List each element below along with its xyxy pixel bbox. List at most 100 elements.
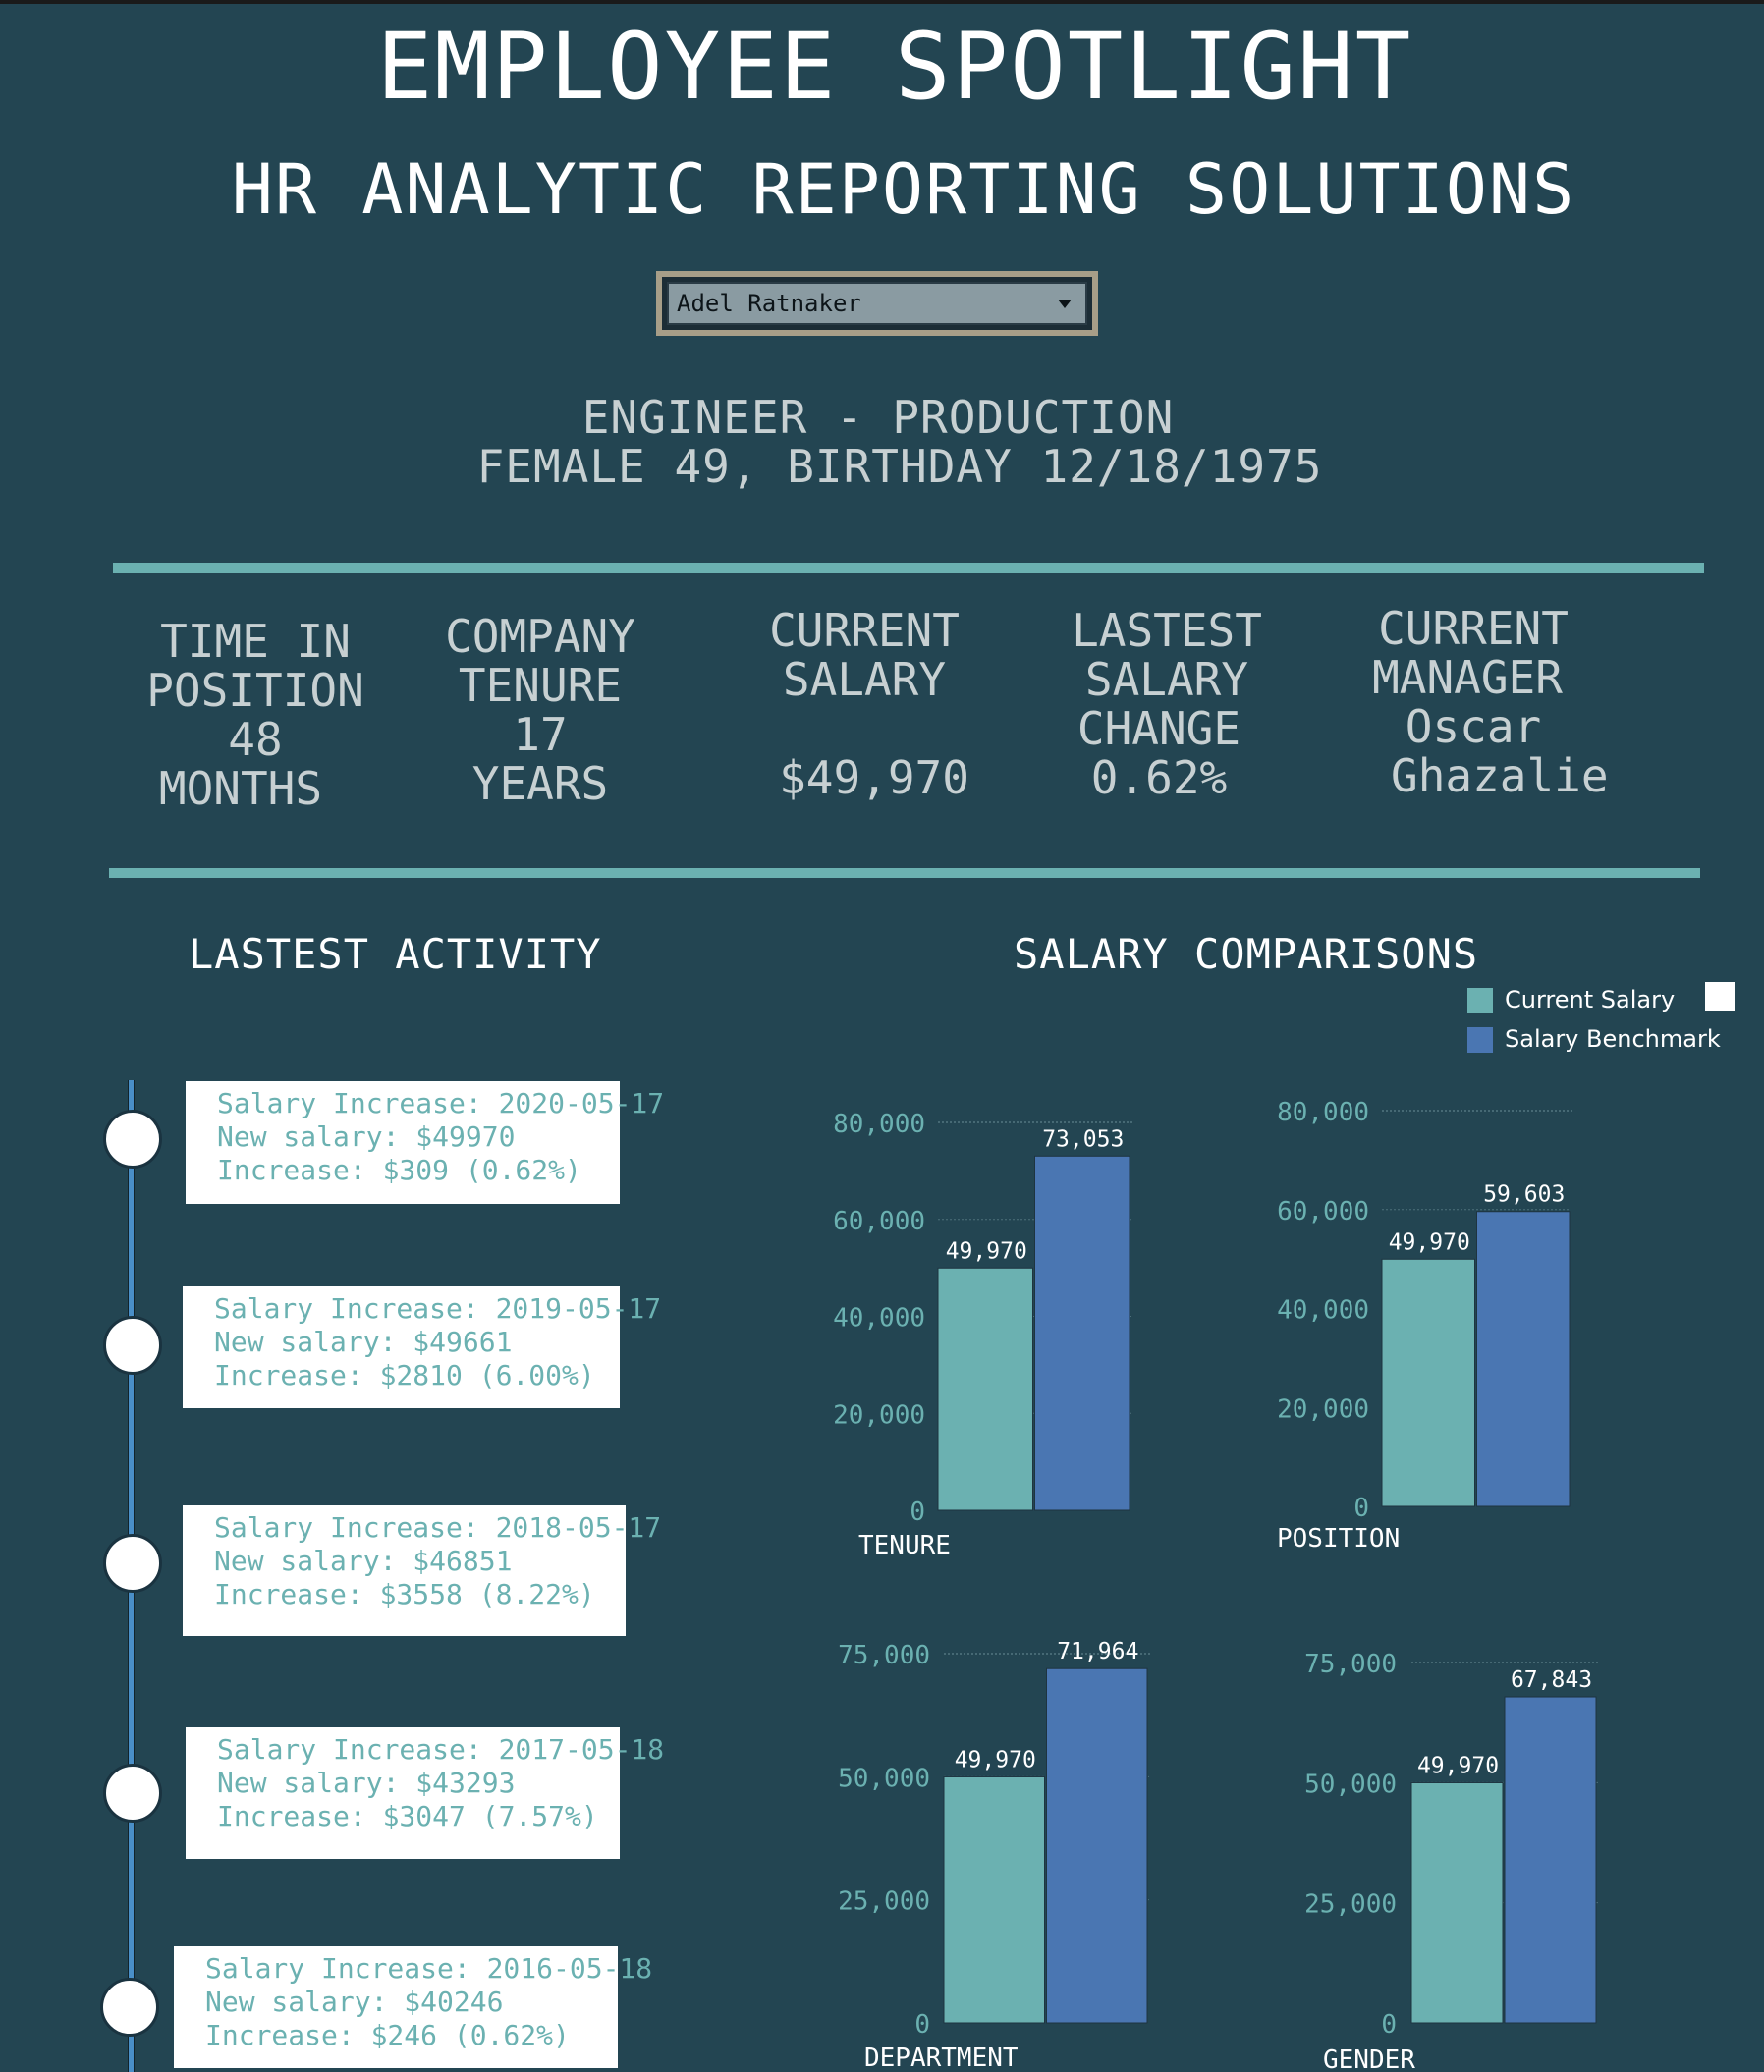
y-tick-label: 80,000 [833, 1110, 925, 1139]
page-title: EMPLOYEE SPOTLIGHT [376, 14, 1413, 121]
legend-label-current[interactable]: Current Salary [1505, 986, 1676, 1013]
bar-value-label: 49,970 [1417, 1753, 1499, 1778]
y-tick-label: 75,000 [838, 1641, 930, 1670]
y-tick-label: 0 [1381, 2010, 1397, 2040]
y-tick-label: 50,000 [838, 1764, 930, 1793]
y-tick-label: 20,000 [833, 1400, 925, 1430]
activity-line: Increase: $2810 (6.00%) [214, 1359, 595, 1391]
activity-line: Salary Increase: 2018-05-17 [214, 1511, 662, 1544]
kpi-company-tenure: COMPANY TENURE 17 YEARS [422, 612, 658, 808]
kpi-line: MANAGER [1372, 651, 1563, 704]
timeline-dot [103, 1764, 162, 1823]
y-tick-label: 40,000 [833, 1304, 925, 1334]
activity-card: Salary Increase: 2020-05-17 New salary: … [186, 1081, 664, 1204]
kpi-line: YEARS [471, 757, 609, 810]
activity-line: Increase: $3558 (8.22%) [214, 1578, 595, 1610]
page-subtitle: HR ANALYTIC REPORTING SOLUTIONS [231, 149, 1576, 230]
divider-top [113, 563, 1704, 573]
activity-card: Salary Increase: 2017-05-18 New salary: … [186, 1727, 664, 1859]
comparisons-section-title: SALARY COMPARISONS [1014, 930, 1479, 978]
job-title: ENGINEER - PRODUCTION [581, 391, 1175, 444]
employee-select-value: Adel Ratnaker [677, 290, 861, 317]
legend-highlight-box[interactable] [1705, 982, 1735, 1011]
timeline-dot [100, 1978, 159, 2037]
activity-line: New salary: $43293 [217, 1767, 516, 1799]
bar-current-salary [1381, 1258, 1475, 1507]
y-tick-label: 40,000 [1277, 1296, 1369, 1326]
dropdown-caret-icon[interactable] [1058, 300, 1072, 308]
kpi-line: CHANGE [1076, 702, 1241, 755]
employee-demographics: FEMALE 49, BIRTHDAY 12/18/1975 [476, 440, 1323, 493]
bar-value-label: 67,843 [1511, 1667, 1592, 1693]
bar-current-salary [1410, 1781, 1504, 2024]
activity-line: Increase: $246 (0.62%) [205, 2019, 570, 2051]
bar-value-label: 73,053 [1042, 1126, 1124, 1152]
y-tick-label: 25,000 [838, 1887, 930, 1917]
activity-line: Increase: $3047 (7.57%) [217, 1800, 598, 1832]
activity-line: New salary: $49970 [217, 1120, 516, 1153]
bar-value-label: 59,603 [1483, 1182, 1565, 1208]
kpi-line: CURRENT [769, 604, 960, 657]
kpi-line: 48 [228, 713, 283, 766]
kpi-line: TIME IN [160, 615, 351, 668]
kpi-line: 17 [513, 708, 568, 761]
kpi-current-salary: CURRENT SALARY $49,970 [746, 606, 982, 802]
kpi-line: COMPANY [445, 610, 635, 663]
bar-salary-benchmark [1046, 1667, 1148, 2024]
activity-card: Salary Increase: 2018-05-17 New salary: … [183, 1505, 662, 1636]
activity-line: Salary Increase: 2016-05-18 [205, 1952, 653, 1985]
chart-category-label: DEPARTMENT [864, 2044, 1019, 2072]
timeline-dot [103, 1110, 162, 1169]
chart-category-label: POSITION [1277, 1524, 1400, 1554]
kpi-line: Oscar [1405, 700, 1542, 753]
legend-label-benchmark[interactable]: Salary Benchmark [1505, 1025, 1721, 1053]
kpi-line: $49,970 [779, 751, 969, 804]
activity-card: Salary Increase: 2016-05-18 New salary: … [174, 1946, 653, 2068]
y-tick-label: 25,000 [1304, 1890, 1397, 1920]
kpi-line: MONTHS [158, 762, 323, 815]
bar-salary-benchmark [1476, 1211, 1571, 1507]
bar-value-label: 49,970 [1389, 1229, 1470, 1255]
kpi-latest-salary-change: LASTEST SALARY CHANGE 0.62% [1041, 606, 1277, 802]
chart-category-label: GENDER [1323, 2045, 1415, 2072]
kpi-line: TENURE [458, 659, 623, 712]
kpi-line: Ghazalie [1391, 749, 1609, 802]
bar-value-label: 71,964 [1057, 1639, 1138, 1664]
activity-line: New salary: $46851 [214, 1545, 513, 1577]
kpi-time-in-position: TIME IN POSITION 48 MONTHS [138, 617, 373, 813]
kpi-line: LASTEST [1072, 604, 1262, 657]
kpi-line: POSITION [146, 664, 364, 717]
employee-select[interactable]: Adel Ratnaker [656, 271, 1098, 336]
legend-swatch-benchmark[interactable] [1467, 1027, 1493, 1053]
y-tick-label: 0 [910, 1498, 925, 1527]
employee-select-box[interactable]: Adel Ratnaker [667, 282, 1087, 325]
timeline-dot [103, 1316, 162, 1375]
y-tick-label: 0 [1353, 1494, 1369, 1523]
kpi-current-manager: CURRENT MANAGER Oscar Ghazalie [1355, 604, 1609, 802]
y-tick-label: 75,000 [1304, 1650, 1397, 1679]
bar-value-label: 49,970 [955, 1747, 1036, 1772]
divider-bottom [109, 868, 1700, 878]
y-tick-label: 0 [914, 2010, 930, 2040]
chart-category-label: TENURE [858, 1531, 951, 1560]
timeline-dot [103, 1534, 162, 1593]
y-tick-label: 20,000 [1277, 1394, 1369, 1424]
y-tick-label: 60,000 [1277, 1197, 1369, 1227]
activity-line: New salary: $49661 [214, 1326, 513, 1358]
top-border [0, 0, 1764, 4]
bar-salary-benchmark [1504, 1696, 1597, 2024]
bar-current-salary [937, 1267, 1033, 1511]
kpi-line: SALARY [1084, 653, 1249, 706]
legend-swatch-current[interactable] [1467, 988, 1493, 1013]
activity-line: New salary: $40246 [205, 1986, 504, 2018]
y-tick-label: 80,000 [1277, 1098, 1369, 1127]
bar-salary-benchmark [1034, 1155, 1130, 1511]
activity-line: Increase: $309 (0.62%) [217, 1154, 581, 1186]
y-tick-label: 50,000 [1304, 1770, 1397, 1799]
activity-section-title: LASTEST ACTIVITY [189, 930, 602, 978]
bar-value-label: 49,970 [946, 1238, 1027, 1264]
kpi-line: 0.62% [1090, 751, 1228, 804]
kpi-line: SALARY [782, 653, 947, 706]
y-tick-label: 60,000 [833, 1207, 925, 1236]
